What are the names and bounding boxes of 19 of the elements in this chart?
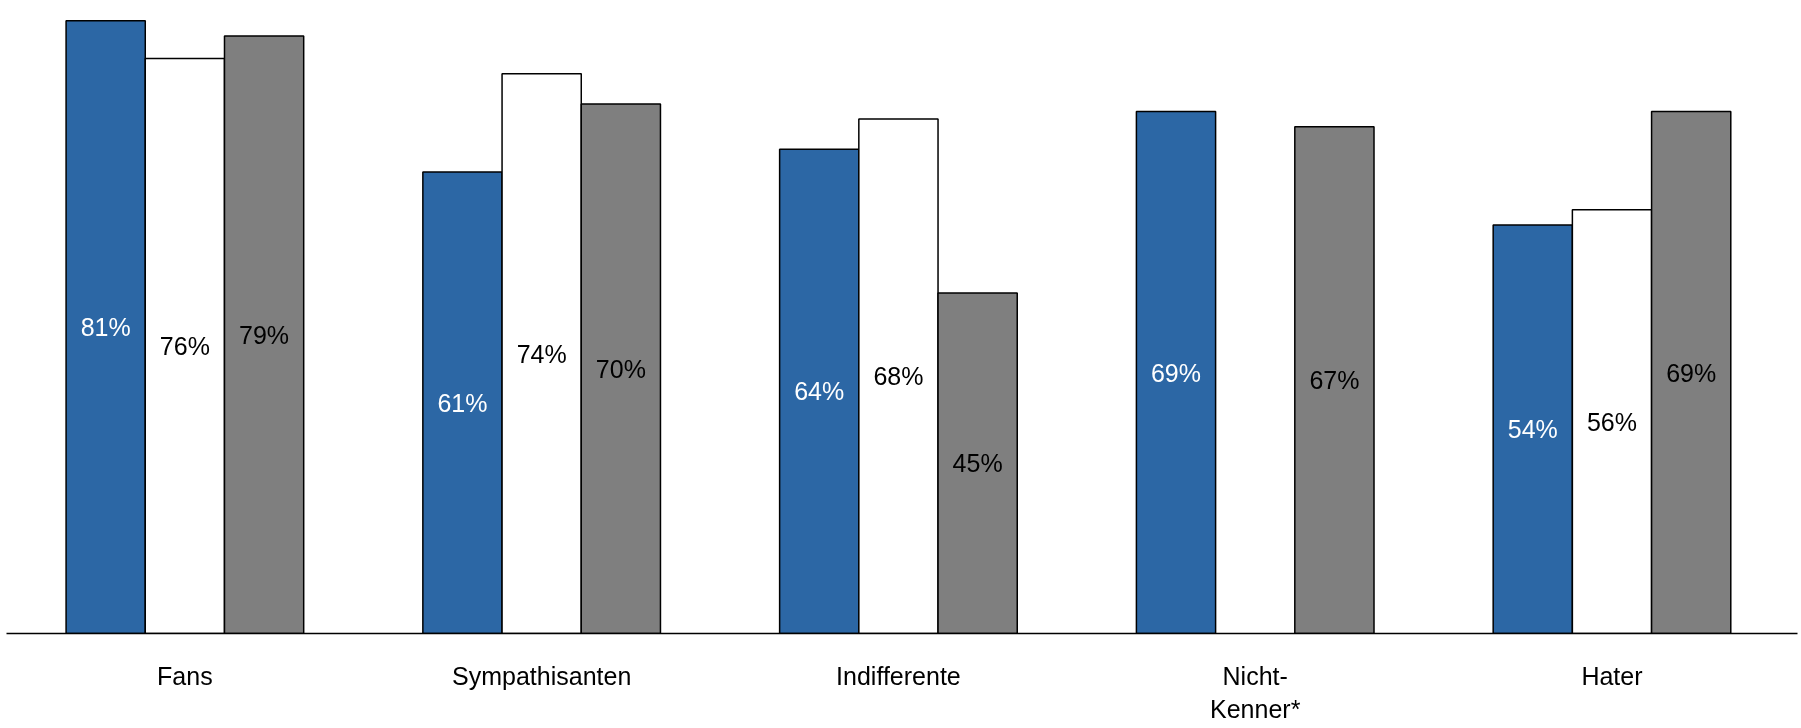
x-tick-label: Nicht- Kenner* [1210,661,1301,724]
x-tick-label: Indifferente [836,661,961,690]
data-label: 70% [595,354,646,383]
x-tick-label: Fans [157,661,213,690]
data-label: 74% [516,339,567,368]
x-tick-label: Sympathisanten [452,661,632,690]
data-label: 69% [1150,358,1202,387]
data-label: 54% [1507,415,1558,444]
data-label: 67% [1309,366,1360,395]
data-label: 64% [794,377,845,406]
data-label: 79% [239,320,290,349]
data-label: 61% [437,388,488,417]
data-label: 81% [80,313,131,342]
data-label: 56% [1586,407,1638,436]
x-tick-label: Hater [1581,661,1643,690]
data-label: 45% [952,449,1003,478]
data-label: 69% [1666,358,1717,387]
data-label: 68% [873,362,924,391]
data-label: 76% [159,332,210,361]
